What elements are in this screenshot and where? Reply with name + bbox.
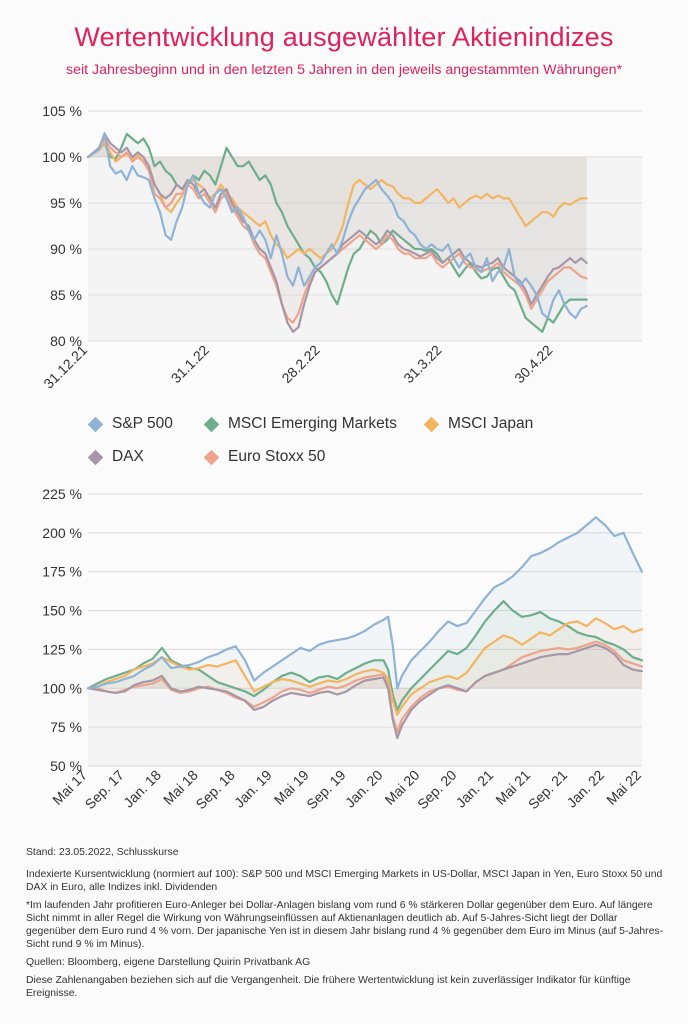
five-year-y-tick-label: 100 % bbox=[42, 680, 82, 696]
note-date: Stand: 23.05.2022, Schlusskurse bbox=[26, 847, 179, 858]
five-year-y-tick-label: 175 % bbox=[42, 564, 82, 580]
legend-marker-sp500 bbox=[87, 416, 104, 432]
five-year-x-tick-label: Mai 22 bbox=[603, 767, 644, 808]
five-year-x-tick-label: Jan. 22 bbox=[563, 767, 607, 811]
five-year-x-tick-label: Sep. 19 bbox=[303, 767, 349, 813]
note-disclaimer: Diese Zahlenangaben beziehen sich auf di… bbox=[26, 975, 631, 999]
legend-marker-dax bbox=[87, 449, 104, 465]
ytd-x-tick-label: 31.1.22 bbox=[168, 342, 212, 386]
ytd-y-tick-label: 85 % bbox=[50, 287, 82, 303]
ytd-x-tick-label: 30.4.22 bbox=[511, 342, 555, 386]
footnotes: Stand: 23.05.2022, Schlusskurse Indexier… bbox=[26, 846, 666, 1005]
five-year-y-tick-label: 50 % bbox=[50, 758, 82, 774]
legend-marker-eurostoxx bbox=[203, 449, 220, 465]
ytd-area-euro-stoxx-50 bbox=[88, 138, 587, 323]
five-year-x-tick-label: Sep. 20 bbox=[414, 767, 460, 813]
five-year-baseline-shade bbox=[88, 688, 642, 766]
ytd-x-tick-label: 28.2.22 bbox=[278, 342, 322, 386]
ytd-series-msci-emerging-markets bbox=[86, 132, 588, 333]
chart-subtitle: seit Jahresbeginn und in den letzten 5 J… bbox=[65, 62, 623, 78]
legend-label-msci-em: MSCI Emerging Markets bbox=[228, 415, 397, 432]
five-year-area-fills bbox=[88, 517, 642, 766]
five-year-line-chart: 50 % 75 % 100 % 125 % 150 % 175 % 200 % 225 % Ma… bbox=[42, 486, 644, 813]
five-year-y-tick-label: 200 % bbox=[42, 525, 82, 541]
ytd-series-msci-japan bbox=[86, 142, 588, 260]
ytd-y-tick-label: 80 % bbox=[50, 333, 82, 349]
legend-label-msci-japan: MSCI Japan bbox=[448, 415, 534, 432]
ytd-area-msci-emerging-markets bbox=[88, 134, 587, 332]
ytd-plot-area bbox=[88, 111, 642, 341]
ytd-y-tick-label: 100 % bbox=[42, 149, 82, 165]
five-year-series-euro-stoxx-50 bbox=[86, 640, 644, 733]
ytd-series-sp-500 bbox=[86, 132, 588, 320]
legend-item-dax: DAX bbox=[87, 448, 144, 466]
ytd-area-dax bbox=[88, 134, 587, 332]
legend-item-msci-em: MSCI Emerging Markets bbox=[203, 415, 397, 433]
legend-marker-msci-em bbox=[203, 416, 220, 432]
note-index-description: Indexierte Kursentwicklung (normiert auf… bbox=[26, 869, 663, 893]
five-year-area-sp-500 bbox=[88, 517, 642, 689]
five-year-x-tick-label: Jan. 18 bbox=[120, 767, 164, 811]
five-year-y-tick-label: 150 % bbox=[42, 603, 82, 619]
five-year-area-euro-stoxx-50 bbox=[88, 641, 642, 732]
legend: S&P 500 MSCI Emerging Markets MSCI Japan… bbox=[87, 415, 650, 475]
five-year-y-tick-label: 75 % bbox=[50, 719, 82, 735]
legend-label-dax: DAX bbox=[112, 448, 144, 465]
ytd-y-tick-label: 95 % bbox=[50, 195, 82, 211]
note-currency: *Im laufenden Jahr profitieren Euro-Anle… bbox=[26, 900, 664, 950]
ytd-line-chart: 80 % 85 % 90 % 95 % 100 % 105 % 31.12.21 31.1.2… bbox=[40, 103, 642, 392]
legend-label-eurostoxx: Euro Stoxx 50 bbox=[228, 448, 326, 465]
five-year-x-tick-label: Sep. 18 bbox=[192, 767, 238, 813]
five-year-series-msci-japan bbox=[86, 617, 644, 716]
ytd-y-tick-label: 90 % bbox=[50, 241, 82, 257]
five-year-x-tick-label: Jan. 20 bbox=[342, 767, 386, 811]
ytd-y-tick-label: 105 % bbox=[42, 103, 82, 119]
five-year-area-msci-emerging-markets bbox=[88, 601, 642, 710]
five-year-area-msci-japan bbox=[88, 618, 642, 715]
five-year-y-tick-label: 125 % bbox=[42, 641, 82, 657]
legend-item-msci-japan: MSCI Japan bbox=[423, 415, 534, 433]
five-year-y-tick-label: 225 % bbox=[42, 486, 82, 502]
five-year-x-tick-label: Jan. 21 bbox=[453, 767, 497, 811]
five-year-x-tick-label: Sep. 17 bbox=[82, 767, 128, 813]
chart-title: Wertentwicklung ausgewählter Aktienindiz… bbox=[74, 22, 614, 52]
note-sources: Quellen: Bloomberg, eigene Darstellung Q… bbox=[26, 957, 311, 968]
ytd-area-msci-japan bbox=[88, 143, 587, 259]
five-year-series-dax bbox=[86, 643, 644, 740]
legend-item-sp500: S&P 500 bbox=[87, 415, 173, 433]
five-year-series-sp-500 bbox=[86, 516, 644, 690]
five-year-area-dax bbox=[88, 644, 642, 738]
ytd-x-tick-label: 31.3.22 bbox=[400, 342, 444, 386]
legend-marker-msci-japan bbox=[423, 416, 440, 432]
ytd-series-euro-stoxx-50 bbox=[86, 137, 588, 324]
legend-label-sp500: S&P 500 bbox=[112, 415, 173, 432]
five-year-x-tick-label: Sep. 21 bbox=[525, 767, 571, 813]
ytd-x-tick-label: 31.12.21 bbox=[40, 342, 90, 392]
five-year-x-tick-label: Jan. 19 bbox=[231, 767, 275, 811]
legend-item-eurostoxx: Euro Stoxx 50 bbox=[203, 448, 326, 466]
